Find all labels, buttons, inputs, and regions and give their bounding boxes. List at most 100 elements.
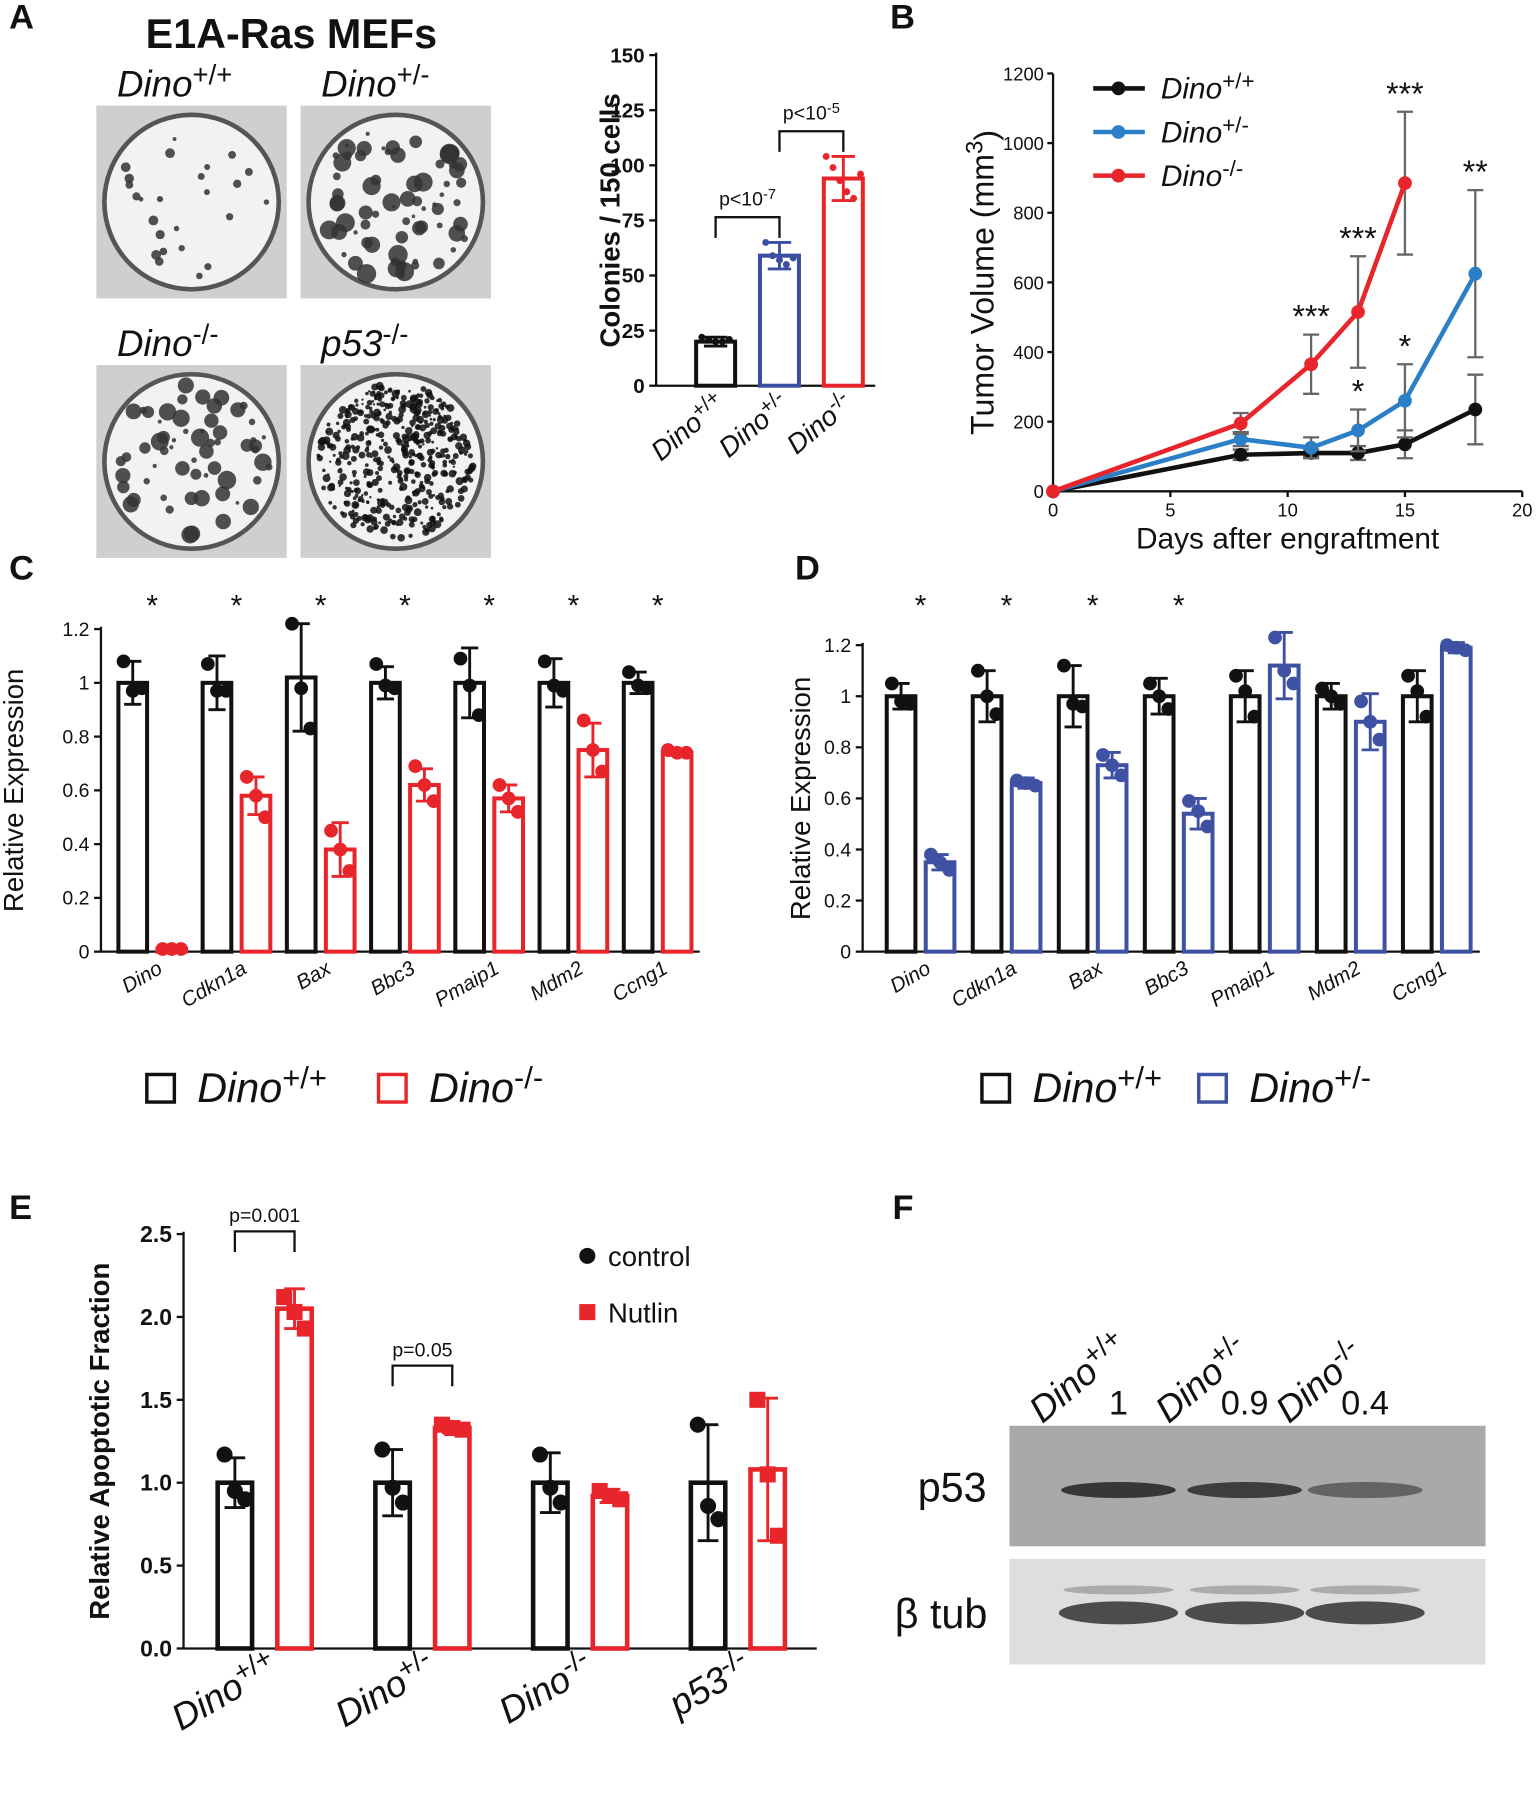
- colony: [399, 191, 416, 207]
- data-point: [303, 721, 318, 736]
- colony: [423, 431, 431, 440]
- significance: *: [146, 589, 158, 622]
- colony: [376, 461, 381, 466]
- data-point: [576, 713, 591, 728]
- colony: [444, 453, 451, 460]
- data-point: [374, 1441, 391, 1458]
- text-part: +/+: [1222, 69, 1254, 94]
- data-point: [369, 657, 384, 671]
- text-part: Dino: [117, 63, 193, 104]
- data-point: [510, 804, 525, 819]
- colony: [383, 408, 387, 412]
- colony: [385, 420, 391, 426]
- colony: [462, 439, 471, 447]
- bar: [1181, 811, 1215, 954]
- colony: [405, 400, 414, 409]
- data-point: [1191, 804, 1206, 819]
- colony: [364, 463, 369, 467]
- y-tick-label: 1000: [1003, 133, 1044, 154]
- comparison-label: p=0.05: [392, 1339, 452, 1361]
- colony: [369, 495, 372, 499]
- colony: [321, 485, 326, 491]
- colony: [463, 452, 468, 456]
- data-point: [700, 1497, 717, 1514]
- colony: [437, 429, 442, 434]
- colony: [408, 389, 411, 393]
- blot-row-label: β tub: [895, 1591, 988, 1637]
- colony: [399, 482, 408, 491]
- colony: [459, 433, 468, 441]
- data-point: [1105, 758, 1120, 773]
- data-point: [689, 1416, 706, 1433]
- data-point: [542, 1479, 559, 1496]
- data-point: [324, 823, 338, 838]
- data-point: [1304, 440, 1318, 455]
- bar: [215, 1480, 255, 1651]
- colony: [195, 389, 211, 405]
- bar: [621, 680, 655, 954]
- colony: [121, 452, 132, 462]
- colony: [395, 395, 399, 400]
- data-point: [135, 681, 149, 696]
- colony: [436, 399, 439, 403]
- y-tick-label: 150: [610, 44, 644, 67]
- colony: [344, 486, 348, 490]
- colony: [419, 420, 423, 424]
- colony: [403, 473, 409, 479]
- legend-label: Dino-/-: [1161, 156, 1243, 193]
- x-axis-label: Days after engraftment: [1136, 523, 1440, 556]
- bar: [884, 694, 918, 954]
- y-tick-label: 0.6: [62, 780, 89, 802]
- significance: *: [568, 589, 580, 622]
- error-bar: [767, 241, 792, 271]
- colony: [335, 421, 340, 426]
- significance: *: [399, 589, 411, 622]
- colony: [435, 159, 445, 169]
- data-point: [1233, 447, 1248, 462]
- data-point: [1286, 676, 1301, 691]
- colony: [322, 474, 331, 483]
- plate-label: Dino+/-: [321, 59, 429, 104]
- colony: [429, 395, 435, 401]
- colony: [384, 148, 392, 156]
- colony: [326, 422, 331, 427]
- x-tick-label: 0: [1048, 500, 1058, 521]
- data-point: [1277, 663, 1292, 678]
- data-point: [903, 697, 918, 711]
- colony: [376, 402, 380, 406]
- text-part: +/+: [1117, 1060, 1162, 1095]
- colony: [215, 486, 231, 502]
- colony: [263, 199, 270, 205]
- data-point: [1458, 643, 1473, 658]
- data-point: [1114, 768, 1129, 783]
- plate-label: p53-/-: [320, 318, 408, 363]
- significance: *: [1001, 589, 1013, 622]
- bar: [1353, 719, 1387, 954]
- text-part: Dino: [429, 1065, 514, 1111]
- data-point: [980, 689, 994, 704]
- colony: [265, 463, 273, 471]
- colony: [435, 447, 439, 450]
- colony: [203, 189, 210, 196]
- colony: [421, 206, 427, 212]
- colony: [395, 230, 409, 244]
- bar: [970, 694, 1004, 954]
- data-point: [556, 684, 570, 698]
- data-point: [725, 335, 733, 343]
- colony: [392, 514, 397, 519]
- colony: [414, 394, 417, 398]
- colony: [251, 445, 260, 454]
- colony: [351, 469, 357, 475]
- colony: [335, 459, 342, 466]
- bar: [1314, 694, 1348, 954]
- colony: [401, 425, 405, 430]
- colony: [412, 502, 418, 508]
- legend-label: Dino+/-: [1249, 1060, 1371, 1111]
- colony: [173, 225, 180, 232]
- colony: [354, 398, 359, 403]
- data-point: [417, 778, 432, 792]
- data-point: [471, 708, 486, 722]
- colony: [214, 438, 221, 446]
- colony: [375, 427, 380, 432]
- panel-label: B: [890, 0, 915, 37]
